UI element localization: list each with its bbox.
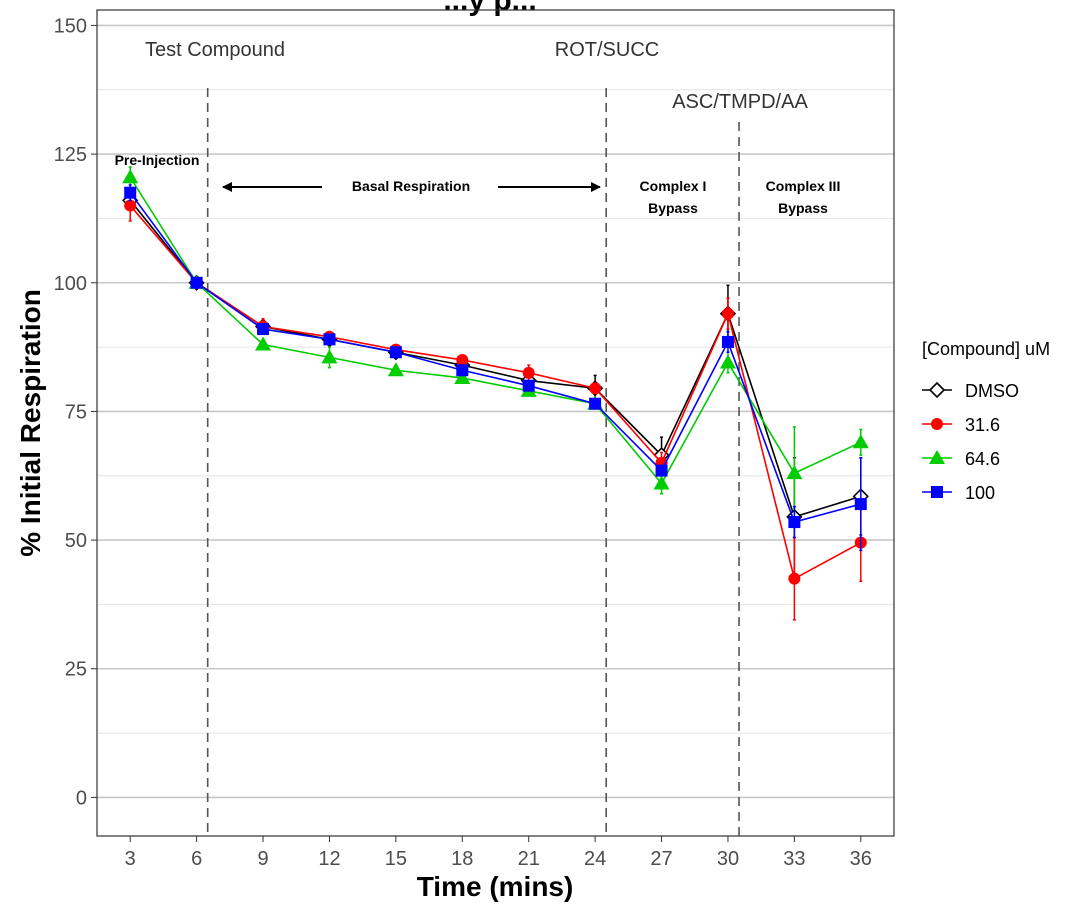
pre-injection-label: Pre-Injection [115, 152, 200, 168]
data-point [522, 379, 535, 392]
y-axis-title: % Initial Respiration [15, 289, 46, 557]
annotations: Test Compound ROT/SUCC ASC/TMPD/AA Pre-I… [115, 39, 841, 216]
x-tick-label: 12 [318, 848, 340, 870]
data-point [321, 349, 338, 364]
data-point [456, 364, 469, 377]
asc-tmpd-aa-label: ASC/TMPD/AA [672, 91, 808, 113]
data-point [788, 572, 801, 585]
x-tick-label: 6 [191, 848, 202, 870]
data-point [190, 276, 203, 289]
x-tick-label: 9 [257, 848, 268, 870]
data-point [122, 169, 139, 184]
series-line [129, 192, 862, 524]
data-point [257, 323, 270, 336]
x-tick-label: 21 [518, 848, 540, 870]
legend-item: DMSO [922, 381, 1019, 401]
x-tick-label: 33 [783, 848, 805, 870]
data-point [389, 346, 402, 359]
legend-label: 64.6 [965, 449, 1000, 469]
data-point [323, 333, 336, 346]
legend: [Compound] uM DMSO 31.6 64.6 100 [922, 339, 1050, 503]
rot-succ-label: ROT/SUCC [555, 39, 659, 61]
data-point [854, 498, 867, 511]
legend-marker [928, 381, 946, 399]
x-tick-label: 27 [650, 848, 672, 870]
x-tick-label: 30 [717, 848, 739, 870]
legend-item: 64.6 [922, 449, 1000, 469]
series-31-6 [124, 189, 867, 621]
legend-marker [931, 418, 943, 430]
phase-lines [206, 88, 740, 836]
data-point [454, 369, 471, 384]
data-point [788, 516, 801, 529]
data-point [721, 307, 734, 320]
data-point [522, 366, 535, 379]
test-compound-label: Test Compound [145, 39, 285, 61]
complex1-label-line1: Complex I [640, 178, 707, 194]
legend-item: 100 [922, 483, 995, 503]
y-tick-label: 100 [54, 273, 87, 295]
series-line [129, 205, 862, 580]
series-100 [124, 184, 867, 552]
series-line [129, 199, 862, 518]
complex1-label-line2: Bypass [648, 200, 698, 216]
x-tick-label: 18 [451, 848, 473, 870]
series [122, 166, 869, 621]
plot-panel [96, 9, 895, 837]
data-point [255, 336, 272, 351]
data-point [124, 199, 137, 212]
legend-label: 100 [965, 483, 995, 503]
data-point [456, 353, 469, 366]
data-point [124, 186, 137, 199]
data-point [589, 397, 602, 410]
data-point [786, 465, 803, 480]
legend-marker [929, 450, 945, 464]
y-tick-label: 75 [65, 401, 87, 423]
complex3-label-line2: Bypass [778, 200, 828, 216]
data-point [589, 382, 602, 395]
legend-title: [Compound] uM [922, 339, 1050, 359]
y-tick-label: 0 [76, 787, 87, 809]
y-tick-label: 50 [65, 530, 87, 552]
y-tick-label: 25 [65, 659, 87, 681]
data-point [653, 475, 670, 490]
x-tick-label: 36 [850, 848, 872, 870]
legend-label: DMSO [965, 381, 1019, 401]
legend-item: 31.6 [922, 415, 1000, 435]
data-point [719, 354, 736, 369]
chart-title: ...y p... [443, 0, 536, 17]
grid [97, 24, 894, 799]
data-point [721, 335, 734, 348]
x-tick-label: 15 [385, 848, 407, 870]
y-tick-label: 150 [54, 15, 87, 37]
complex3-label-line1: Complex III [766, 178, 841, 194]
data-point [852, 434, 869, 449]
basal-respiration-label: Basal Respiration [352, 178, 470, 194]
series-64-6 [122, 166, 869, 521]
x-axis-title: Time (mins) [417, 871, 574, 902]
data-point [655, 464, 668, 477]
y-tick-label: 125 [54, 144, 87, 166]
legend-label: 31.6 [965, 415, 1000, 435]
data-point [387, 362, 404, 377]
legend-marker [931, 486, 943, 498]
series-line [129, 176, 862, 485]
x-tick-label: 3 [125, 848, 136, 870]
x-tick-label: 24 [584, 848, 606, 870]
